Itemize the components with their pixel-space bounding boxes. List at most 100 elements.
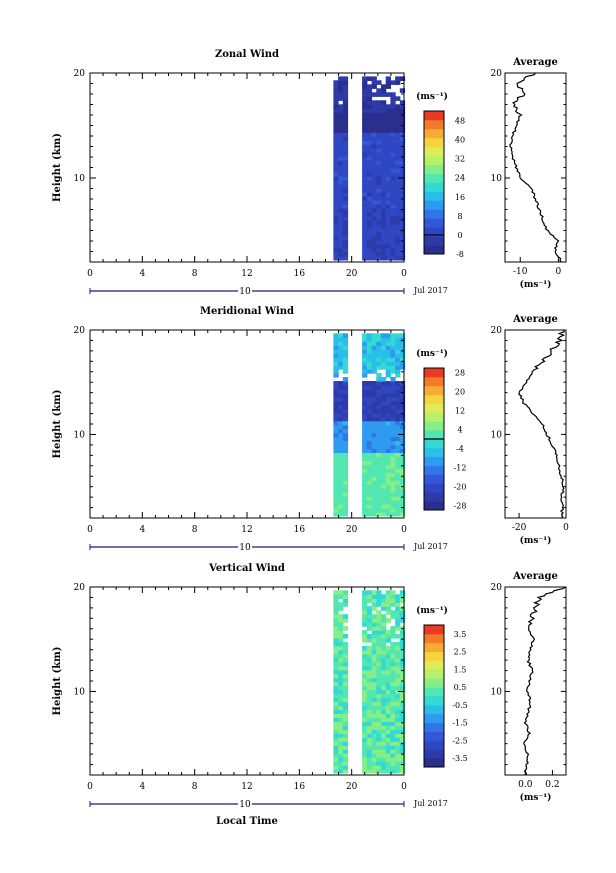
profile-x-tick-label: 0 <box>563 523 569 533</box>
plot-frame <box>89 72 405 263</box>
x-tick-label: 8 <box>192 525 198 535</box>
date-label: 10 <box>239 800 251 810</box>
month-label: Jul 2017 <box>413 799 448 808</box>
colorbar-tick-label: 24 <box>455 174 465 183</box>
colorbar-tick-label: 0.5 <box>454 683 467 692</box>
heatmap-cells <box>333 590 406 774</box>
date-label: 10 <box>239 543 251 553</box>
y-axis-label: Height (km) <box>52 390 63 459</box>
profile-y-tick: 20 <box>491 69 503 79</box>
profile-x-tick-label: -20 <box>512 523 527 533</box>
month-label: Jul 2017 <box>413 542 448 551</box>
x-tick-label: 0 <box>401 269 407 279</box>
colorbar-tick-label: 0 <box>457 231 462 240</box>
x-tick-label: 0 <box>401 782 407 792</box>
x-tick-label: 20 <box>346 782 358 792</box>
colorbar-tick-label: 20 <box>455 388 465 397</box>
colorbar-tick-label: 8 <box>457 212 462 221</box>
colorbar-tick-label: 4 <box>457 426 462 435</box>
x-tick-label: 20 <box>346 269 358 279</box>
profile-title: Average <box>512 57 558 68</box>
profile-line <box>509 72 562 263</box>
colorbar-frame <box>423 624 445 768</box>
profile-frame <box>504 586 567 776</box>
colorbar-unit: (ms⁻¹) <box>416 605 448 616</box>
colorbar-unit: (ms⁻¹) <box>416 91 448 102</box>
colorbar: 3.5 2.5 1.5 0.5 -0.5 -1.5 -2.5 -3.5 (ms⁻¹) <box>416 605 468 768</box>
colorbar-tick-label: 16 <box>455 193 465 202</box>
y-tick-label: 20 <box>74 326 86 336</box>
colorbar-tick-label: 48 <box>455 117 465 126</box>
y-tick-label: 10 <box>74 687 86 697</box>
colorbar-tick-label: 28 <box>455 369 465 378</box>
colorbar-tick-label: -12 <box>454 463 467 472</box>
colorbar: 28 20 12 4 -4 -12 -20 -28 (ms⁻¹) <box>416 348 467 511</box>
profile-x-tick-label: 0.2 <box>545 780 559 790</box>
average-profile: Average 20 10 -20 0 (ms⁻¹) <box>491 314 570 546</box>
x-tick-label: 8 <box>192 269 198 279</box>
y-tick-label: 10 <box>74 174 86 184</box>
colorbar-tick-label: -2.5 <box>452 736 467 745</box>
panel-title: Meridional Wind <box>200 306 294 317</box>
x-tick-label: 4 <box>139 269 145 279</box>
y-tick-label: 10 <box>74 430 86 440</box>
y-tick-label: 20 <box>74 69 86 79</box>
x-tick-label: 20 <box>346 525 358 535</box>
colorbar-tick-label: -4 <box>456 444 464 453</box>
x-axis-label: Local Time <box>216 816 278 827</box>
date-label: 10 <box>239 287 251 297</box>
profile-x-label: (ms⁻¹) <box>520 792 552 803</box>
profile-line <box>523 586 567 776</box>
profile-x-label: (ms⁻¹) <box>520 535 552 546</box>
heatmap-cells <box>333 333 406 517</box>
colorbar-tick-label: -3.5 <box>452 754 467 763</box>
x-tick-label: 12 <box>241 782 252 792</box>
profile-x-tick-label: 0 <box>556 267 562 277</box>
profile-title: Average <box>512 571 558 582</box>
x-tick-label: 12 <box>241 269 252 279</box>
profile-y-tick: 10 <box>491 430 503 440</box>
colorbar-frame <box>423 110 445 255</box>
x-tick-label: 4 <box>139 525 145 535</box>
y-axis-label: Height (km) <box>52 133 63 202</box>
colorbar-tick-label: 40 <box>455 136 465 145</box>
plot-frame <box>89 586 405 776</box>
colorbar-tick-label: -1.5 <box>452 719 467 728</box>
colorbar-tick-label: -8 <box>456 250 464 259</box>
profile-y-tick: 20 <box>491 326 503 336</box>
profile-y-tick: 20 <box>491 583 503 593</box>
colorbar-tick-label: -28 <box>454 501 467 510</box>
profile-x-tick-label: 0.0 <box>518 780 533 790</box>
profile-y-tick: 10 <box>491 174 503 184</box>
colorbar-tick-label: 12 <box>455 407 465 416</box>
x-tick-label: 0 <box>87 782 93 792</box>
x-tick-label: 16 <box>294 525 306 535</box>
profile-x-tick-label: -10 <box>513 267 528 277</box>
profile-line <box>518 329 566 519</box>
average-profile: Average 20 10 -10 0 (ms⁻¹) <box>491 57 567 290</box>
panel-title: Zonal Wind <box>215 49 279 60</box>
colorbar-tick-label: 3.5 <box>454 630 467 639</box>
panel-3: Vertical Wind 0 4 8 12 16 20 0 10 20 Height (km) 10… <box>52 563 567 827</box>
x-tick-label: 0 <box>401 525 407 535</box>
profile-frame <box>504 329 567 519</box>
colorbar-tick-label: 32 <box>455 155 465 164</box>
profile-title: Average <box>512 314 558 325</box>
average-profile: Average 20 10 0.0 0.2 (ms⁻¹) <box>491 571 567 803</box>
colorbar-tick-label: -0.5 <box>452 701 467 710</box>
x-tick-label: 16 <box>294 782 306 792</box>
colorbar-unit: (ms⁻¹) <box>416 348 448 359</box>
x-tick-label: 16 <box>294 269 306 279</box>
y-tick-label: 20 <box>74 583 86 593</box>
profile-y-tick: 10 <box>491 687 503 697</box>
x-tick-label: 0 <box>87 525 93 535</box>
colorbar-tick-label: -20 <box>454 482 467 491</box>
heatmap-cells <box>333 76 406 261</box>
panel-title: Vertical Wind <box>208 563 285 574</box>
y-axis-label: Height (km) <box>52 647 63 716</box>
x-tick-label: 8 <box>192 782 198 792</box>
x-tick-label: 12 <box>241 525 252 535</box>
month-label: Jul 2017 <box>413 286 448 295</box>
colorbar-tick-label: 2.5 <box>454 648 467 657</box>
